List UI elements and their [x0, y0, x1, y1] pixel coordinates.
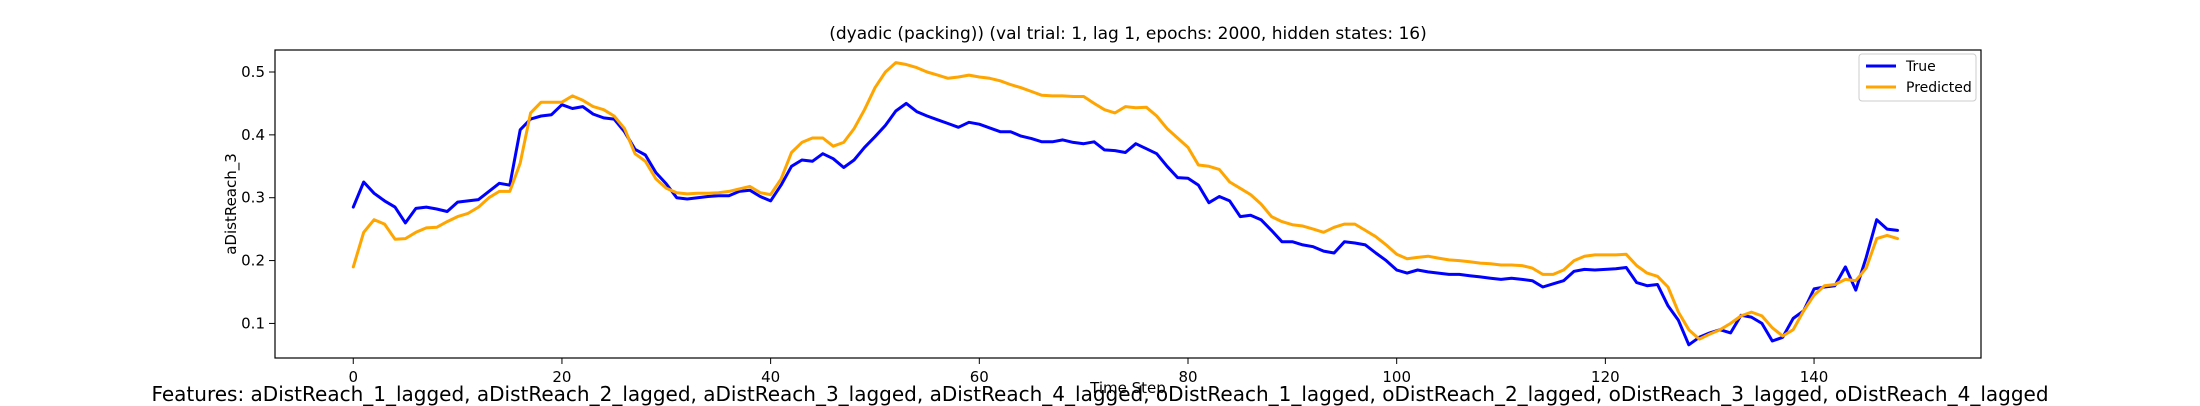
legend-label-true: True [1905, 59, 1936, 75]
legend-label-predicted: Predicted [1906, 80, 1972, 96]
y-axis-ticks: 0.1 0.2 0.3 0.4 0.5 [241, 63, 275, 332]
x-tick-label: 0 [348, 368, 358, 386]
x-tick-label: 60 [970, 368, 989, 386]
series-line-predicted [351, 61, 1899, 341]
x-tick-label: 80 [1178, 368, 1197, 386]
legend: True Predicted [1858, 53, 1977, 102]
x-tick-label: 100 [1382, 368, 1411, 386]
y-tick-label: 0.2 [241, 252, 265, 270]
x-tick-label: 120 [1591, 368, 1620, 386]
y-tick-label: 0.3 [241, 189, 265, 207]
chart-title: (dyadic (packing)) (val trial: 1, lag 1,… [829, 24, 1427, 44]
x-tick-label: 40 [761, 368, 780, 386]
plot-area: 0 20 40 60 80 100 120 140 0.1 0.2 0.3 0.4 0.5 [241, 49, 1982, 386]
y-axis-label: aDistReach_3 [222, 153, 241, 255]
y-tick-label: 0.5 [241, 63, 265, 81]
series-lines [351, 61, 1899, 347]
y-tick-label: 0.4 [241, 126, 265, 144]
plot-frame [274, 49, 1982, 359]
x-axis-label: Time Step [1089, 379, 1166, 397]
x-axis-ticks: 0 20 40 60 80 100 120 140 [348, 358, 1828, 386]
x-tick-label: 140 [1800, 368, 1829, 386]
features-caption: Features: aDistReach_1_lagged, aDistReac… [151, 382, 2049, 406]
x-tick-label: 20 [552, 368, 571, 386]
series-line-true [351, 101, 1899, 347]
y-tick-label: 0.1 [241, 314, 265, 332]
